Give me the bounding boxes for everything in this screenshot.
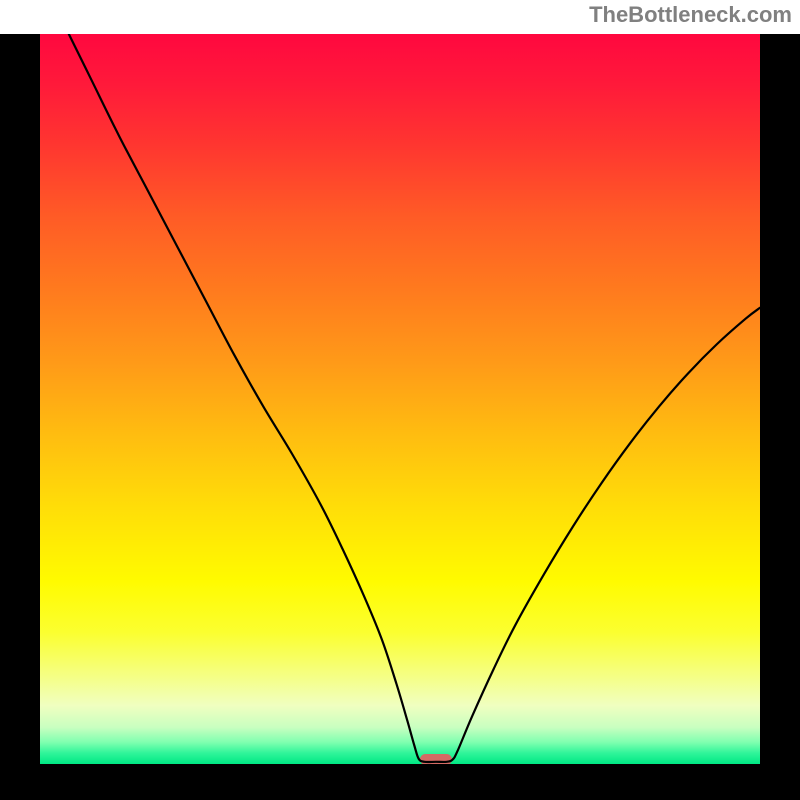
curve-path — [69, 34, 760, 762]
axis-frame-bottom — [0, 764, 800, 800]
axis-frame-right — [760, 34, 800, 800]
bottleneck-curve — [40, 34, 760, 764]
axis-frame-left — [0, 34, 40, 800]
plot-area — [40, 34, 760, 764]
watermark-label: TheBottleneck.com — [589, 2, 792, 28]
